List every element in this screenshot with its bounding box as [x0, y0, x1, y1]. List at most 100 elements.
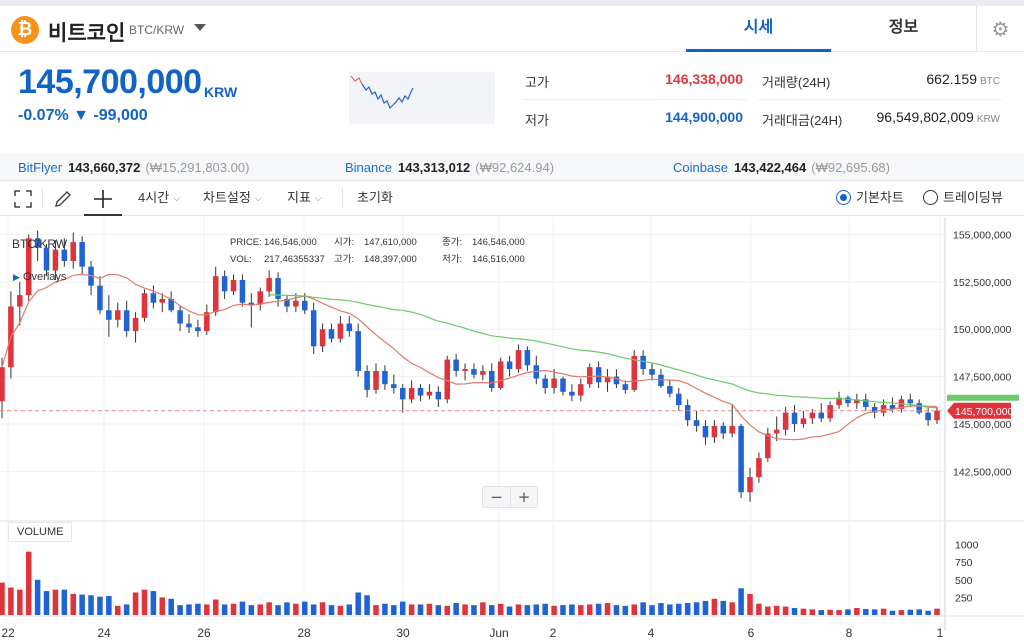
- candle-body: [88, 266, 94, 286]
- volume-bar: [702, 600, 709, 615]
- current-price-tag: [947, 402, 1011, 419]
- volume-bar: [212, 599, 219, 615]
- candle-body: [168, 298, 174, 311]
- interval-select[interactable]: 4시간 ⌵: [138, 181, 180, 215]
- volume-bar: [0, 582, 5, 615]
- candle-body: [773, 429, 780, 434]
- gear-icon[interactable]: ⚙: [976, 6, 1024, 52]
- candle-body: [123, 310, 130, 332]
- tab-price[interactable]: 시세: [686, 6, 831, 52]
- candle-body: [765, 433, 771, 459]
- candle-body: [667, 386, 673, 394]
- candle-body: [337, 323, 344, 339]
- radio-icon: [923, 190, 938, 205]
- candlestick-chart[interactable]: 22 24 26 28 30 Jun 2 4 6 8 1155,000,000152,500,000…: [0, 217, 1024, 641]
- candle-body: [364, 370, 370, 390]
- overlays-toggle[interactable]: ▶ Overlays: [13, 271, 67, 283]
- volume-bar: [916, 609, 922, 615]
- divider: [342, 188, 343, 208]
- volume-bar: [346, 604, 353, 615]
- ma-price-marker: [947, 394, 1019, 401]
- volume-bar: [79, 594, 85, 615]
- volume-bar: [791, 607, 798, 615]
- candle-body: [827, 405, 833, 419]
- volume-bar: [337, 605, 344, 615]
- candle-body: [382, 370, 388, 385]
- volume-bar: [684, 603, 691, 615]
- volume-bar: [444, 605, 450, 615]
- volume-bar: [693, 602, 700, 615]
- volume-bar: [613, 605, 620, 615]
- dropdown-icon[interactable]: [194, 24, 206, 31]
- divider: [758, 99, 1002, 100]
- volume-bar: [221, 604, 228, 615]
- y-tick-label: 142,500,000: [953, 466, 1012, 478]
- volume-bar: [524, 605, 531, 615]
- volume-bar: [159, 597, 166, 615]
- amount-value: 96,549,802,009 KRW: [876, 109, 1000, 125]
- current-price: 145,700,000: [18, 63, 202, 101]
- zoom-out-button[interactable]: −: [490, 488, 503, 506]
- volume-bar: [382, 603, 388, 615]
- x-tick-label: 28: [297, 626, 311, 640]
- volume-bar: [809, 609, 816, 615]
- zoom-in-button[interactable]: +: [510, 487, 537, 507]
- volume-bar: [141, 589, 148, 615]
- candle-body: [186, 323, 192, 328]
- crosshair-button[interactable]: [84, 181, 122, 216]
- tab-info[interactable]: 정보: [888, 19, 919, 36]
- ohlc-info: PRICE: 146,546,000 시가: 147,610,000 종가: 146,54…: [230, 237, 525, 265]
- chart-settings-select[interactable]: 차트설정 ⌵: [203, 181, 262, 215]
- volume-bar: [773, 605, 780, 615]
- indicators-select[interactable]: 지표 ⌵: [287, 181, 322, 215]
- volume-bar: [506, 606, 513, 615]
- volume-bar: [604, 603, 611, 615]
- volume-label: 거래량(24H): [762, 75, 831, 90]
- volume-bar: [25, 551, 32, 615]
- volume-tick-label: 250: [955, 592, 973, 604]
- volume-bar: [560, 605, 566, 615]
- fullscreen-icon[interactable]: [14, 190, 32, 208]
- exchange-bitflyer[interactable]: BitFlyer 143,660,372 (₩15,291,803.00): [18, 160, 250, 175]
- volume-bar: [168, 598, 174, 615]
- volume-bar: [8, 587, 14, 615]
- volume-bar: [649, 605, 655, 615]
- volume-bar: [818, 610, 824, 615]
- candle-body: [52, 249, 59, 271]
- x-tick-label: 6: [748, 626, 755, 640]
- volume-bar: [408, 604, 415, 615]
- candle-body: [266, 278, 272, 292]
- candle-body: [132, 317, 139, 332]
- candle-body: [622, 384, 629, 390]
- zoom-controls: − +: [482, 486, 538, 508]
- price-change: -0.07% ▼ -99,000: [18, 107, 148, 124]
- reset-button[interactable]: 초기화: [357, 190, 393, 205]
- basic-chart-radio[interactable]: 기본차트: [836, 181, 904, 215]
- candle-body: [595, 367, 602, 383]
- candle-body: [159, 298, 166, 303]
- volume-bar: [765, 606, 771, 615]
- exchange-coinbase[interactable]: Coinbase 143,422,464 (₩92,695.68): [673, 160, 890, 175]
- candle-body: [302, 300, 308, 311]
- candle-body: [613, 376, 620, 385]
- volume-bar: [782, 606, 789, 615]
- volume-bar: [800, 608, 807, 615]
- volume-bar: [578, 605, 584, 615]
- candle-body: [551, 378, 557, 389]
- price-chart[interactable]: 22 24 26 28 30 Jun 2 4 6 8 1 155,000,000 152,500,000…: [0, 217, 1024, 641]
- divider: [42, 188, 43, 208]
- volume-bar: [640, 602, 646, 615]
- candle-body: [471, 369, 477, 375]
- volume-bar: [435, 605, 442, 615]
- pencil-icon[interactable]: [53, 189, 73, 209]
- tradingview-radio[interactable]: 트레이딩뷰: [923, 181, 1003, 215]
- exchange-binance[interactable]: Binance 143,313,012 (₩92,624.94): [345, 160, 555, 175]
- candle-body: [43, 247, 50, 271]
- volume-bar: [756, 603, 762, 615]
- candle-body: [497, 361, 504, 389]
- volume-bar: [631, 604, 637, 615]
- volume-bar: [658, 603, 664, 615]
- x-tick-label: Jun: [489, 626, 508, 640]
- candle-body: [631, 355, 637, 390]
- bitcoin-icon: ₿: [11, 16, 39, 44]
